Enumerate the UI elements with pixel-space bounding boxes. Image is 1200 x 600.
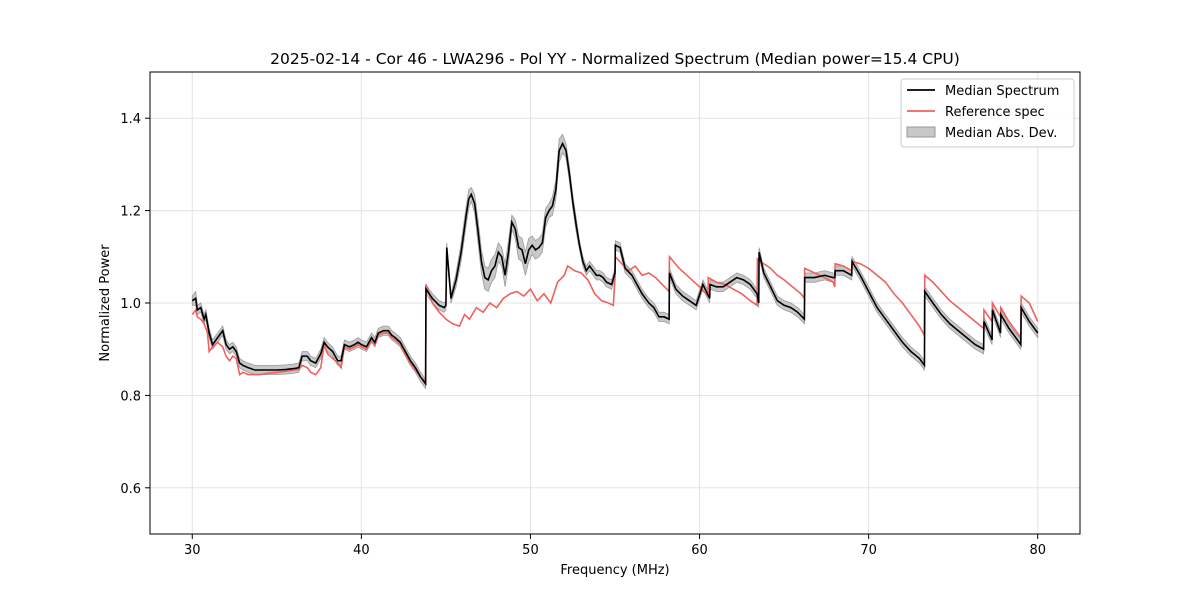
chart-title: 2025-02-14 - Cor 46 - LWA296 - Pol YY - … [270,50,960,68]
y-tick-label: 1.2 [120,205,141,220]
reference-spec-line [191,254,1039,384]
legend-mad-label: Median Abs. Dev. [945,126,1057,141]
legend-mad-swatch [906,126,936,138]
x-tick-label: 70 [860,543,877,558]
x-tick-label: 80 [1029,543,1046,558]
y-tick-label: 1.0 [120,297,141,312]
legend-reference-label: Reference spec [945,105,1045,120]
legend-frame [900,78,1075,148]
legend: Median Spectrum Reference spec Median Ab… [900,78,1075,148]
legend-median-label: Median Spectrum [945,84,1059,99]
x-tick-label: 50 [522,543,539,558]
x-tick-label: 40 [353,543,370,558]
y-tick-label: 1.4 [120,112,141,127]
y-axis-label: Normalized Power [98,244,113,362]
x-axis-label: Frequency (MHz) [560,563,669,578]
plot-series [191,133,1039,390]
y-tick-label: 0.8 [120,389,141,404]
x-tick-label: 60 [691,543,708,558]
y-axis-ticks: 0.6 0.8 1.0 1.2 1.4 [120,112,150,497]
x-tick-label: 30 [184,543,201,558]
median-spectrum-line [191,141,1039,387]
y-tick-label: 0.6 [120,482,141,497]
x-axis-ticks: 30 40 50 60 70 80 [184,534,1046,558]
